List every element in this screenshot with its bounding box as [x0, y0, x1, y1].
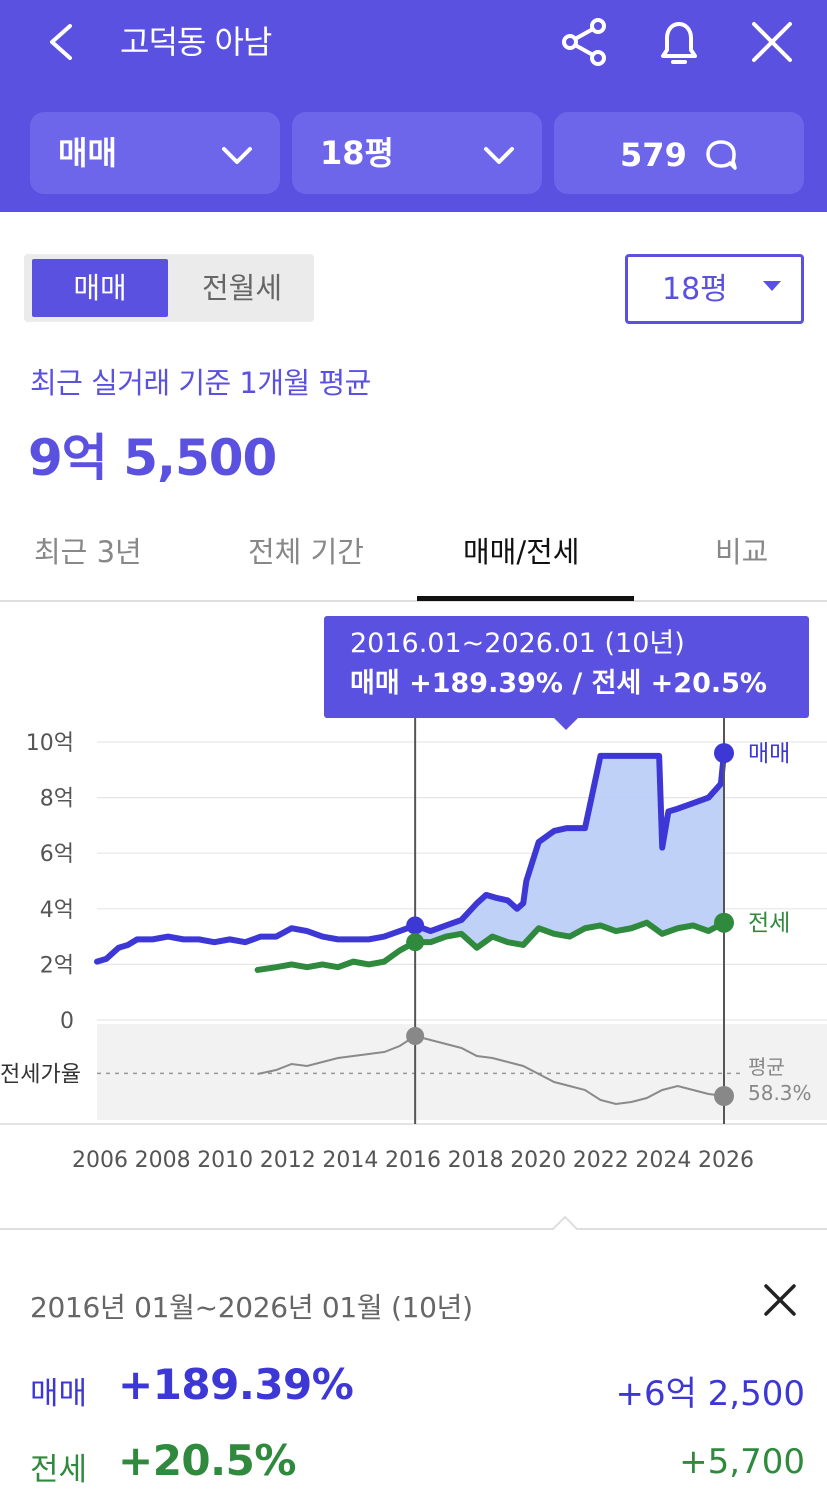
- ratio-band: [97, 1024, 827, 1120]
- jeonse-start-point: [406, 933, 425, 952]
- close-icon[interactable]: [746, 16, 798, 68]
- x-tick-label: 2014: [322, 1148, 378, 1173]
- size-select[interactable]: 18평: [625, 254, 804, 324]
- tooltip-range: 2016.01~2026.01 (10년): [350, 628, 685, 659]
- summary-jeonse-pct: +20.5%: [118, 1436, 296, 1485]
- summary-sale-label: 매매: [30, 1376, 88, 1412]
- bell-icon[interactable]: [653, 16, 705, 68]
- ratio-average-value: 58.3%: [748, 1081, 812, 1105]
- trade-type-value: 매매: [58, 134, 117, 172]
- x-tick-label: 2020: [510, 1148, 566, 1173]
- ratio-average-label: 평균: [748, 1055, 785, 1079]
- tab-all-period[interactable]: 전체 기간: [248, 535, 364, 569]
- x-tick-label: 2016: [385, 1148, 441, 1173]
- sale-series-label: 매매: [748, 741, 790, 767]
- range-tooltip: 2016.01~2026.01 (10년) 매매 +189.39% / 전세 +…: [324, 616, 809, 730]
- sale-end-point: [714, 743, 734, 764]
- change-summary: 2016년 01월~2026년 01월 (10년) 매매 +189.39% +6…: [0, 1216, 827, 1501]
- summary-jeonse-amount: +5,700: [679, 1442, 805, 1482]
- tooltip-detail: 매매 +189.39% / 전세 +20.5%: [350, 668, 767, 699]
- back-arrow-icon[interactable]: [40, 20, 84, 64]
- app-header: 고덕동 아남 매매 18평 579: [0, 0, 827, 212]
- caret-down-icon: [763, 281, 781, 291]
- share-icon[interactable]: [558, 16, 610, 68]
- size-select-value: 18평: [662, 272, 728, 307]
- x-tick-label: 2012: [260, 1148, 316, 1173]
- comment-count: 579: [620, 136, 687, 174]
- summary-row-jeonse: 전세 +20.5% +5,700: [0, 1436, 827, 1496]
- summary-jeonse-label: 전세: [30, 1452, 88, 1488]
- x-tick-label: 2008: [135, 1148, 191, 1173]
- trade-type-dropdown[interactable]: 매매: [30, 112, 280, 194]
- tab-compare[interactable]: 비교: [715, 535, 769, 569]
- caret-up-icon: [552, 1216, 578, 1230]
- x-tick-label: 2026: [698, 1148, 754, 1173]
- toggle-rent[interactable]: 전월세: [201, 271, 283, 305]
- x-tick-label: 2006: [72, 1148, 128, 1173]
- tooltip-tail: [554, 718, 578, 730]
- summary-row-sale: 매매 +189.39% +6억 2,500: [0, 1360, 827, 1420]
- chevron-down-icon: [222, 147, 252, 164]
- active-tab-indicator: [417, 596, 634, 601]
- x-tick-label: 2022: [573, 1148, 629, 1173]
- y-tick-label: 2억: [40, 953, 74, 978]
- summary-sale-amount: +6억 2,500: [615, 1374, 805, 1414]
- average-price: 9억 5,500: [28, 429, 277, 487]
- page-title: 고덕동 아남: [120, 23, 272, 61]
- period-tabs: 최근 3년 전체 기간 매매/전세 비교: [0, 512, 827, 602]
- average-label: 최근 실거래 기준 1개월 평균: [30, 366, 371, 400]
- ratio-label: 전세가율: [0, 1062, 81, 1087]
- ratio-line: [257, 1034, 725, 1106]
- toggle-sale[interactable]: 매매: [32, 259, 168, 317]
- size-dropdown[interactable]: 18평: [292, 112, 542, 194]
- y-tick-label: 10억: [26, 731, 74, 756]
- tab-recent-3y[interactable]: 최근 3년: [34, 535, 142, 569]
- trade-toggle: 매매 전월세: [24, 254, 314, 322]
- x-tick-label: 2010: [197, 1148, 253, 1173]
- summary-sale-pct: +189.39%: [118, 1360, 354, 1409]
- y-tick-label: 6억: [40, 842, 74, 867]
- jeonse-series-label: 전세: [748, 911, 790, 937]
- size-value: 18평: [320, 134, 394, 172]
- y-tick-label: 4억: [40, 898, 74, 923]
- chevron-down-icon: [484, 147, 514, 164]
- y-tick-label: 0: [60, 1009, 74, 1034]
- jeonse-line: [254, 919, 727, 973]
- tab-sale-jeonse[interactable]: 매매/전세: [463, 535, 580, 569]
- x-tick-label: 2018: [448, 1148, 504, 1173]
- x-tick-label: 2024: [635, 1148, 691, 1173]
- sale-line: [94, 750, 727, 965]
- close-icon[interactable]: [760, 1280, 800, 1320]
- sale-start-point: [406, 916, 425, 935]
- ratio-end-point: [714, 1086, 734, 1106]
- y-tick-label: 8억: [40, 787, 74, 812]
- ratio-start-point: [406, 1027, 425, 1045]
- jeonse-end-point: [714, 912, 734, 933]
- comments-button[interactable]: 579: [554, 112, 804, 194]
- summary-range: 2016년 01월~2026년 01월 (10년): [30, 1291, 473, 1324]
- speech-bubble-icon: [706, 140, 737, 170]
